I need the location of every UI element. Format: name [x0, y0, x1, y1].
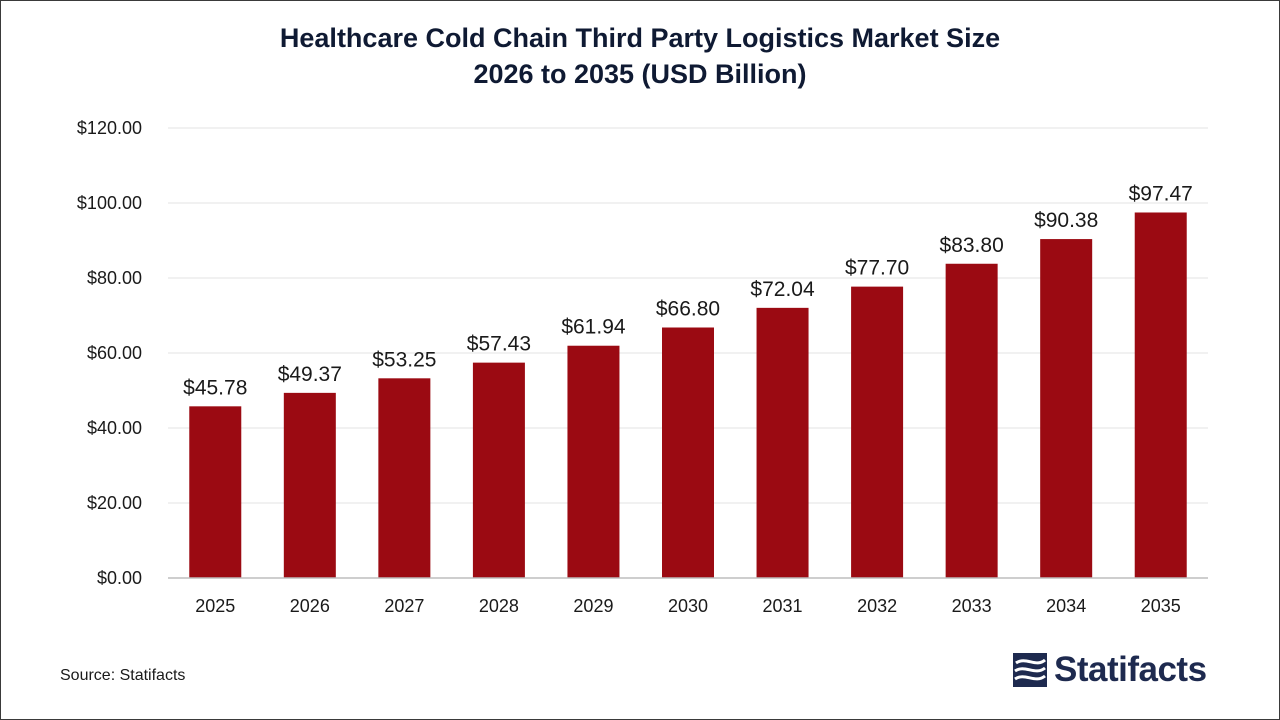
- source-note: Source: Statifacts: [60, 667, 186, 684]
- bar: [662, 327, 714, 578]
- bar: [189, 406, 242, 578]
- bar: [1134, 212, 1187, 579]
- x-tick-label: 2025: [195, 596, 235, 616]
- bar: [472, 362, 525, 578]
- data-label: $61.94: [561, 316, 626, 339]
- statifacts-logo-icon: [1013, 653, 1047, 687]
- y-tick-label: $100.00: [77, 193, 142, 213]
- y-tick-label: $40.00: [87, 418, 142, 438]
- x-tick-label: 2026: [290, 596, 330, 616]
- data-label: $57.43: [467, 333, 531, 356]
- bar: [378, 378, 431, 578]
- x-tick-label: 2032: [857, 596, 897, 616]
- data-label: $77.70: [845, 257, 909, 280]
- x-tick-label: 2035: [1141, 596, 1181, 616]
- x-tick-label: 2030: [668, 596, 708, 616]
- bar: [567, 345, 620, 578]
- x-tick-label: 2033: [952, 596, 992, 616]
- data-label: $49.37: [278, 363, 342, 386]
- x-tick-label: 2031: [763, 596, 803, 616]
- chart-title-line-2: 2026 to 2035 (USD Billion): [473, 59, 807, 89]
- y-tick-label: $20.00: [87, 493, 142, 513]
- y-tick-label: $80.00: [87, 268, 142, 288]
- x-tick-label: 2034: [1046, 596, 1086, 616]
- statifacts-logo-text: Statifacts: [1054, 650, 1207, 689]
- bar: [851, 286, 904, 578]
- chart-title-line-1: Healthcare Cold Chain Third Party Logist…: [279, 23, 1001, 53]
- bar: [283, 392, 336, 578]
- x-tick-label: 2028: [479, 596, 519, 616]
- data-label: $72.04: [750, 278, 815, 301]
- bar: [756, 307, 809, 578]
- statifacts-logo: Statifacts: [1012, 650, 1207, 690]
- chart-title: Healthcare Cold Chain Third Party Logist…: [0, 20, 1280, 92]
- x-tick-label: 2029: [573, 596, 613, 616]
- data-label: $45.78: [183, 376, 247, 399]
- data-label: $83.80: [940, 234, 1004, 257]
- y-tick-label: $120.00: [77, 118, 142, 138]
- y-tick-label: $0.00: [97, 568, 142, 588]
- data-label: $90.38: [1034, 209, 1098, 232]
- data-label: $66.80: [656, 298, 720, 321]
- y-tick-label: $60.00: [87, 343, 142, 363]
- bar: [1040, 239, 1093, 578]
- data-label: $53.25: [372, 348, 436, 371]
- data-label: $97.47: [1129, 182, 1193, 205]
- x-tick-label: 2027: [384, 596, 424, 616]
- bar: [945, 263, 998, 578]
